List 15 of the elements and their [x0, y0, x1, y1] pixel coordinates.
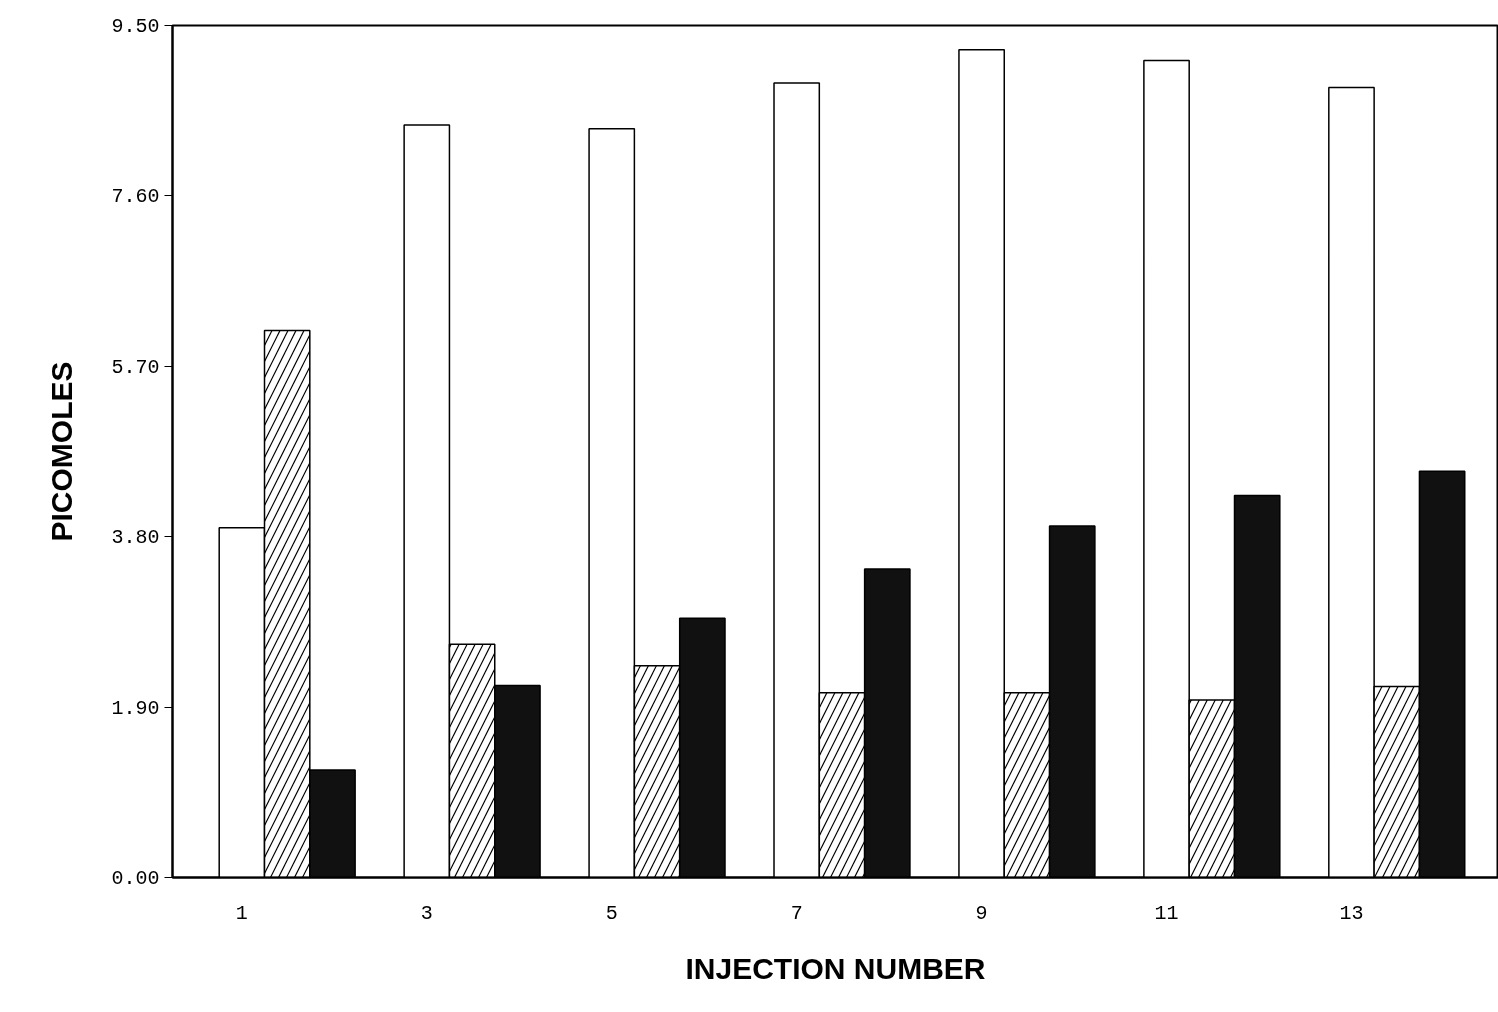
y-tick-label: 3.80: [111, 526, 160, 550]
y-tick-label: 1.90: [111, 696, 160, 720]
x-tick-label: 7: [790, 901, 803, 925]
y-tick-label: 5.70: [111, 355, 160, 379]
y-tick-label: 0.00: [111, 867, 160, 890]
x-tick-label: 13: [1339, 901, 1364, 925]
x-axis-title: INJECTION NUMBER: [685, 951, 986, 985]
y-tick-label: 7.60: [111, 185, 160, 209]
x-tick-label: 3: [420, 901, 433, 925]
x-tick-label: 5: [605, 901, 618, 925]
y-axis-title: PICOMOLES: [45, 361, 79, 542]
x-tick-label: 9: [975, 901, 988, 925]
x-tick-label: 1: [235, 901, 248, 925]
y-tick-label: 9.50: [111, 15, 160, 38]
x-tick-label: 11: [1154, 901, 1179, 925]
